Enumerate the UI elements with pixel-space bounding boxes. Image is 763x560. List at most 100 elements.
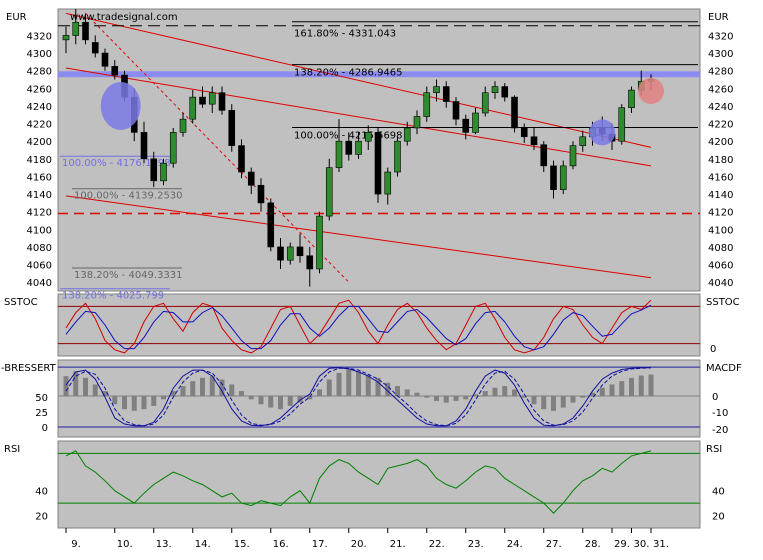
price-tick-right: 4220 [708, 120, 733, 131]
macdf-bar [424, 396, 430, 398]
macdf-bar [287, 396, 293, 406]
candle-body [306, 255, 314, 270]
candle-body [550, 165, 557, 190]
x-tick-label: 27. [546, 539, 562, 550]
candle-body [442, 86, 450, 102]
candle [208, 86, 216, 113]
sstoc-tick-right: 0 [710, 344, 716, 355]
candle-body [160, 162, 167, 182]
macdf-bar [560, 396, 566, 408]
candle [618, 104, 626, 145]
fib-label: 100.00% - 4176.1398 [62, 158, 171, 169]
candle [91, 35, 99, 58]
candle-body [218, 92, 226, 111]
candle [481, 86, 489, 117]
watermark-text: www.tradesignal.com [70, 12, 178, 23]
candle [238, 139, 245, 179]
bressert-tick-left: 0 [42, 423, 48, 434]
macdf-tick-right: -10 [712, 408, 728, 419]
candle [628, 86, 635, 113]
candle [540, 141, 548, 173]
candle [72, 9, 80, 45]
candle-body [472, 112, 479, 133]
macdf-bar [385, 382, 391, 396]
candle [559, 160, 567, 195]
price-tick-left: 4280 [27, 67, 52, 78]
macdf-bar [151, 396, 157, 406]
macdf-bar [531, 396, 537, 405]
price-tick-right: 4300 [708, 49, 733, 60]
candle-body [335, 140, 343, 168]
price-tick-right: 4040 [708, 278, 733, 289]
x-tick-label: 24. [507, 539, 523, 550]
candle-body [540, 144, 548, 167]
price-tick-left: 4180 [27, 155, 52, 166]
candle-body [520, 127, 528, 138]
x-tick-label: 28. [585, 539, 601, 550]
price-tick-right: 4200 [708, 137, 733, 148]
candle [579, 130, 587, 152]
candle [462, 114, 470, 140]
candle [150, 151, 158, 188]
rsi-tick-right: 40 [712, 487, 725, 498]
candle-body [579, 136, 587, 146]
candle-body [618, 107, 626, 142]
candle [218, 86, 226, 115]
fib-label: 138.20% - 4286.9465 [294, 68, 403, 79]
candle-body [286, 246, 294, 261]
candle [511, 95, 518, 133]
candle-body [267, 202, 275, 248]
candle [179, 112, 187, 137]
macdf-bar [443, 396, 449, 403]
candle [472, 107, 479, 135]
macdf-bar [473, 394, 478, 396]
x-tick-label: 31. [653, 539, 669, 550]
macdf-bar [404, 389, 410, 396]
candle [277, 238, 284, 269]
fib-label: 138.20% - 4049.3331 [74, 270, 183, 281]
price-tick-right: 4180 [708, 155, 733, 166]
candle-body [628, 89, 635, 108]
fib-label: 138.20% - 4025.799 [62, 291, 164, 302]
candle-body [150, 158, 158, 182]
macdf-bar [83, 377, 88, 396]
trend-line [65, 12, 652, 148]
sstoc-series-0 [65, 299, 652, 354]
price-tick-left: 4260 [27, 84, 52, 95]
rsi-tick-right: 20 [712, 512, 725, 523]
macdf-bar [638, 375, 644, 396]
fib-label: 100.00% - 4139.2530 [74, 191, 183, 202]
candle [111, 60, 119, 80]
x-tick-label: 20. [351, 539, 367, 550]
price-tick-left: 4200 [27, 137, 52, 148]
macdf-bar [131, 396, 137, 411]
candle-body [277, 246, 284, 261]
candle-body [559, 165, 567, 190]
candle [433, 79, 440, 102]
bressert-left-label: -BRESSERT [1, 363, 57, 374]
price-tick-left: 4120 [27, 208, 52, 219]
macdf-bar [570, 396, 576, 403]
price-tick-left: 4140 [27, 190, 52, 201]
candle [189, 90, 197, 124]
macdf-bar [541, 396, 547, 410]
candle [413, 110, 421, 135]
price-tick-left: 4300 [27, 49, 52, 60]
macdf-bar [512, 389, 517, 396]
candle-body [169, 132, 177, 164]
candle [384, 167, 392, 205]
macdf-bar [63, 376, 69, 396]
candle [335, 119, 343, 173]
macdf-bar [453, 396, 459, 401]
candle [306, 246, 314, 287]
bressert-series-1 [65, 367, 652, 427]
macdf-bar [141, 396, 147, 410]
candle-body [91, 42, 99, 54]
candle [501, 83, 509, 102]
candle-body [530, 136, 538, 146]
candle-body [72, 21, 80, 36]
fib-label: 161.80% - 4331.043 [294, 29, 396, 40]
x-tick-label: 14. [195, 539, 211, 550]
x-tick-label: 9. [71, 539, 81, 550]
candle [520, 123, 528, 143]
